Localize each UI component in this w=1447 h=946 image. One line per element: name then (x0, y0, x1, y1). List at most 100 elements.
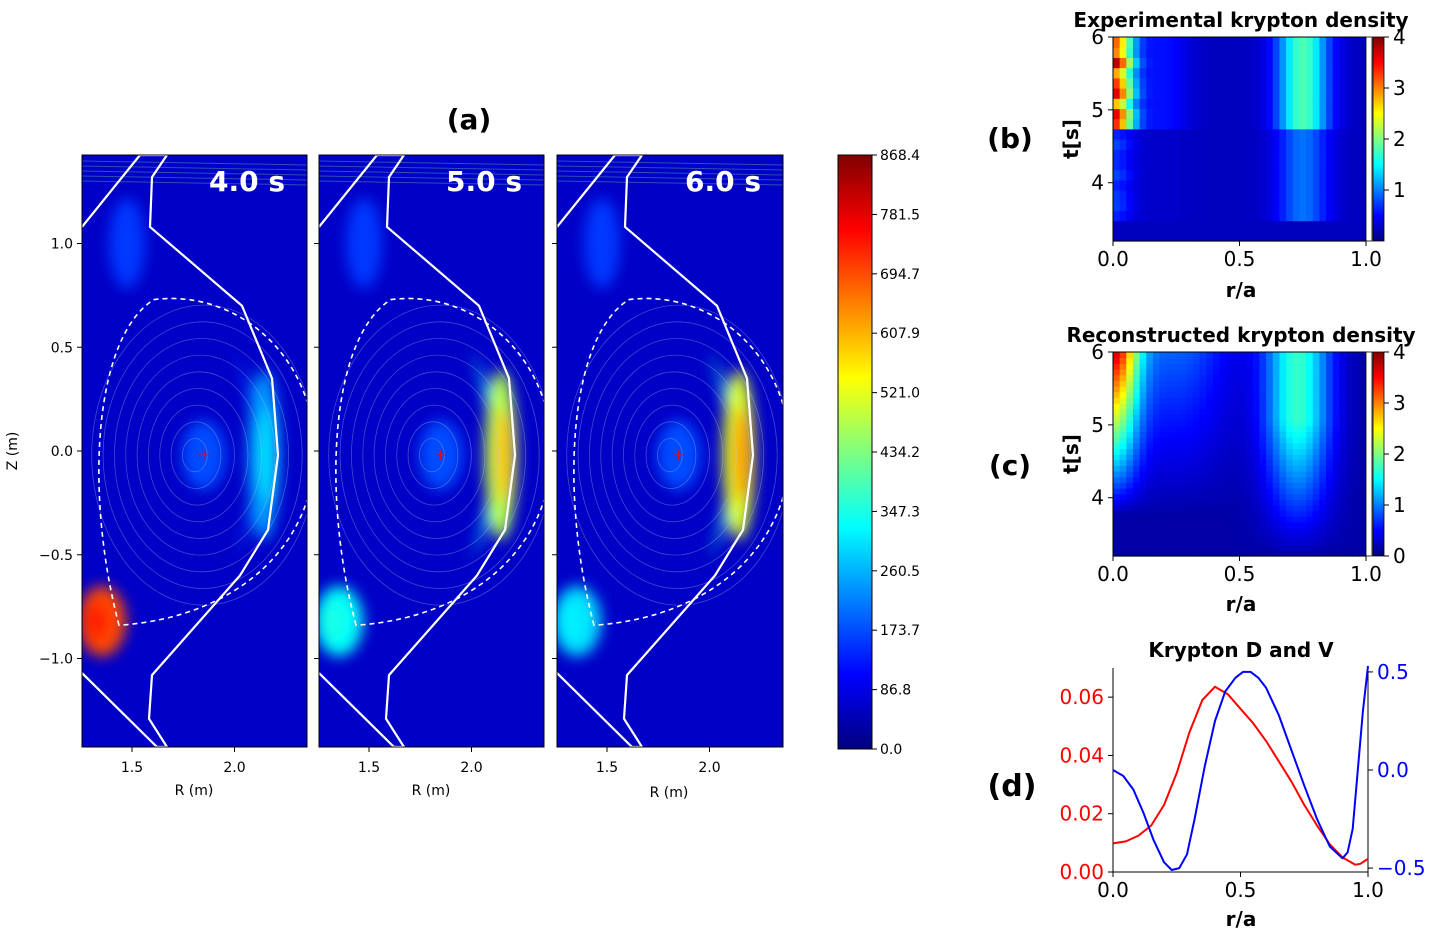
panel-c-cell (1166, 550, 1174, 557)
panel-b-cell (1172, 200, 1181, 211)
panel-b-cell (1319, 179, 1327, 191)
panel-c-cell (1226, 550, 1234, 557)
panel-c-cell (1166, 505, 1174, 512)
panel-c-cell (1172, 499, 1181, 506)
panel-c-cell (1166, 488, 1174, 495)
panel-c-cell (1132, 544, 1141, 551)
panel-b-cell (1159, 220, 1167, 232)
panel-c-cell (1292, 544, 1301, 551)
panel-c-cell (1306, 397, 1314, 404)
panel-c-cell (1186, 442, 1194, 449)
panel-b-cell (1132, 200, 1141, 211)
panel-b-cell (1319, 128, 1327, 140)
panel-c-cell (1219, 414, 1227, 421)
panel-c-cell (1113, 522, 1121, 529)
panel-c-cell (1219, 403, 1227, 410)
panel-b-cell (1159, 77, 1167, 89)
panel-c-cell (1259, 516, 1267, 523)
panel-b-cell (1206, 37, 1214, 48)
panel-c-cell (1146, 408, 1154, 415)
panel-c-cell (1192, 527, 1201, 534)
panel-b-cell (1126, 37, 1134, 48)
panel-c-cell (1312, 397, 1320, 404)
panel-b-cell (1286, 179, 1294, 191)
panel-b-cell (1159, 149, 1167, 160)
panel-c-cell (1339, 527, 1347, 534)
panel-b-cell (1186, 98, 1194, 109)
panel-c-cell (1339, 516, 1347, 523)
panel-a-x-axis-label-2: R (m) (412, 783, 451, 799)
panel-b-cell (1139, 77, 1147, 89)
panel-b-cell (1339, 88, 1347, 99)
panel-c-cell (1172, 516, 1181, 523)
panel-c-cell (1326, 448, 1334, 455)
panel-b-cell (1319, 159, 1327, 171)
panel-b-cell (1139, 88, 1147, 99)
panel-c-cell (1232, 380, 1241, 387)
panel-c-cell (1152, 397, 1161, 404)
panel-b-cell (1299, 230, 1307, 242)
panel-b-cell (1359, 98, 1367, 109)
panel-c-cell (1326, 522, 1334, 529)
panel-a-separatrix (573, 297, 783, 627)
panel-c-cell (1352, 550, 1360, 557)
panel-c-cell (1292, 437, 1301, 444)
panel-c-cell (1126, 437, 1134, 444)
panel-c-cell (1252, 488, 1261, 495)
panel-b-cell (1279, 128, 1287, 140)
panel-b-cell (1299, 118, 1307, 130)
panel-d-left-tick-label: 0.00 (1059, 860, 1104, 884)
panel-b-cell (1139, 37, 1147, 48)
panel-c-y-tick-label: 6 (1091, 340, 1104, 364)
panel-b-cell (1266, 77, 1274, 89)
panel-c-cell (1312, 544, 1320, 551)
panel-c-cell (1166, 352, 1174, 359)
panel-c-cell (1139, 386, 1147, 393)
panel-c-cell (1212, 425, 1221, 432)
panel-b-cell (1139, 169, 1147, 181)
panel-c-cell (1166, 357, 1174, 364)
panel-c-cell (1199, 352, 1207, 359)
panel-c-cell (1279, 482, 1287, 489)
panel-c-cell (1192, 363, 1201, 370)
panel-a-divertor-core (84, 603, 108, 640)
panel-c-cell (1166, 369, 1174, 376)
panel-c-cell (1179, 544, 1187, 551)
panel-b-cell (1232, 47, 1241, 58)
panel-a-flux-surface (396, 404, 472, 506)
panel-b-cell (1306, 139, 1314, 150)
panel-b-cell (1199, 47, 1207, 58)
panel-b-cell (1199, 128, 1207, 140)
panel-c-cell (1332, 544, 1340, 551)
panel-c-cell (1166, 391, 1174, 398)
panel-c-cell (1152, 363, 1161, 370)
panel-c-cell (1292, 510, 1301, 517)
panel-c-cell (1126, 522, 1134, 529)
panel-c-cell (1126, 533, 1134, 540)
panel-c-cell (1232, 476, 1241, 483)
panel-c-cell (1206, 522, 1214, 529)
panel-b-cell (1139, 67, 1147, 79)
panel-b-cell (1266, 190, 1274, 201)
panel-c-cell (1206, 527, 1214, 534)
panel-c-cell (1266, 425, 1274, 432)
panel-c-cell (1319, 386, 1327, 393)
panel-c-cell (1279, 550, 1287, 557)
panel-b-cell (1113, 220, 1121, 232)
panel-c-cell (1306, 442, 1314, 449)
panel-b-cell (1192, 220, 1201, 232)
panel-c-cell (1339, 397, 1347, 404)
panel-c-cell (1352, 482, 1360, 489)
panel-c-cell (1339, 369, 1347, 376)
panel-c-cell (1286, 505, 1294, 512)
panel-b-cell (1346, 139, 1354, 150)
panel-c-cell (1186, 403, 1194, 410)
panel-b-cell (1266, 108, 1274, 120)
panel-b-cell (1359, 220, 1367, 232)
panel-c-cell (1319, 391, 1327, 398)
panel-c-cell (1192, 505, 1201, 512)
panel-b-cell (1332, 37, 1340, 48)
panel-b-cell (1113, 210, 1121, 222)
panel-a-colorbar-tick-label: 434.2 (880, 445, 920, 461)
panel-c-cell (1126, 420, 1134, 427)
